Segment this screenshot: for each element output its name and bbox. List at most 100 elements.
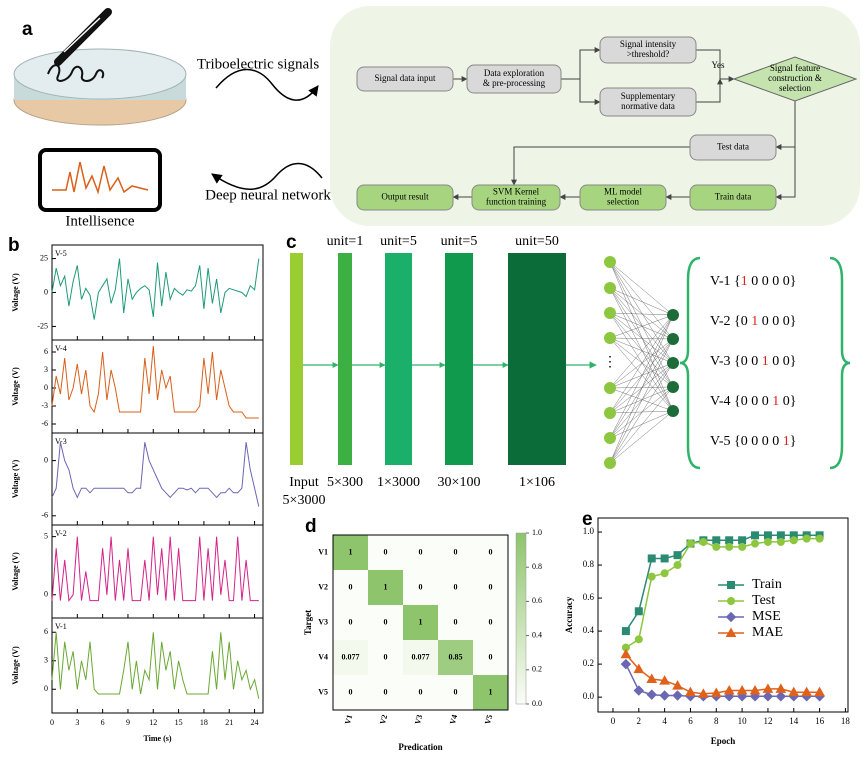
connection <box>609 261 674 388</box>
marker <box>815 534 824 543</box>
flow-node <box>466 64 562 94</box>
flow-text: ML model <box>604 187 642 197</box>
input-node <box>604 332 616 344</box>
y-tick-label: 3 <box>44 656 48 665</box>
marker <box>685 686 696 697</box>
marker <box>634 635 643 644</box>
hidden-layer <box>508 253 566 465</box>
connection <box>609 386 674 464</box>
code-part: 0 0 0 0} <box>748 274 797 289</box>
marker <box>710 687 722 698</box>
ellipsis: ⋮ <box>603 355 617 370</box>
input-node <box>604 457 616 469</box>
connection <box>609 312 674 364</box>
line-chart: 0 5 Voltage (V) V-2 <box>11 524 264 619</box>
marker <box>712 542 721 551</box>
connection <box>609 337 674 412</box>
cell-label: 1 <box>489 687 493 696</box>
panel-letter: d <box>305 516 317 537</box>
marker <box>686 539 695 548</box>
connection <box>609 312 674 388</box>
connection <box>609 338 674 414</box>
heatmap-cell <box>473 535 508 570</box>
colorbar-label: 0.2 <box>532 665 542 674</box>
marker <box>814 686 825 697</box>
output-code: V-2 {0 1 0 0 0} <box>710 314 796 329</box>
unit-label: unit=5 <box>380 234 417 249</box>
flow-node <box>356 66 454 92</box>
code-part: 0} <box>779 394 796 409</box>
cell-label: 0 <box>384 547 388 556</box>
y-tick-label: V2 <box>318 582 328 591</box>
x-tick-label: 0 <box>611 716 616 726</box>
y-tick-label: -25 <box>37 321 48 330</box>
flow-text: Output result <box>381 192 429 202</box>
y-tick-label: 0.8 <box>583 559 595 569</box>
flow-arrow <box>511 146 690 186</box>
connection <box>609 287 674 340</box>
heatmap-cell <box>368 605 403 640</box>
x-tick-label: 24 <box>251 718 259 727</box>
device-illustration <box>13 6 860 226</box>
cell-label: 0 <box>349 617 353 626</box>
x-tick-label: V2 <box>378 714 389 726</box>
hidden-layer <box>385 253 412 465</box>
output-node <box>667 333 679 345</box>
flow-decision <box>732 56 858 102</box>
x-tick-label: V5 <box>483 714 494 726</box>
marker <box>633 685 645 696</box>
marker <box>620 658 632 670</box>
series-line <box>51 632 260 699</box>
input-node <box>604 256 616 268</box>
marker <box>738 536 747 545</box>
heatmap-cell <box>473 640 508 675</box>
connection <box>609 362 674 464</box>
series-line <box>625 663 820 698</box>
input-node <box>604 307 616 319</box>
connection <box>609 314 674 439</box>
marker <box>762 691 774 702</box>
legend-label: MAE <box>752 625 783 640</box>
connection <box>609 261 674 412</box>
code-part: 1 <box>741 274 748 289</box>
marker <box>647 554 656 563</box>
connection <box>609 261 674 340</box>
x-tick-label: V4 <box>448 714 459 726</box>
marker <box>725 536 734 545</box>
colorbar-label: 0.8 <box>532 562 542 571</box>
colorbar-label: 0.0 <box>532 699 542 708</box>
marker <box>775 683 787 693</box>
output-node <box>667 381 679 393</box>
x-tick-label: 16 <box>815 716 825 726</box>
marker <box>620 648 632 659</box>
connection <box>609 314 674 464</box>
output-node <box>667 357 679 369</box>
connection <box>609 337 674 388</box>
y-axis-label: Voltage (V) <box>11 273 20 312</box>
marker <box>646 673 658 683</box>
x-tick-label: V1 <box>343 714 354 726</box>
series-line <box>51 258 260 320</box>
marker <box>738 542 747 551</box>
heatmap-cell <box>473 605 508 640</box>
connection <box>609 410 674 464</box>
y-tick-label: V4 <box>318 652 328 661</box>
connection <box>609 410 674 439</box>
y-axis-label: Target <box>303 610 313 635</box>
flow-node <box>579 184 667 211</box>
line-chart: 0.0 0.2 0.4 0.6 0.8 1.0 0 2 4 6 8 10 12 14 16 18 Epoch Ac… <box>564 517 850 746</box>
connection <box>609 387 674 412</box>
marker <box>723 685 735 695</box>
connection <box>609 312 674 340</box>
input-node <box>604 282 616 294</box>
panel-letter: c <box>286 232 297 253</box>
connection <box>609 386 674 389</box>
marker <box>762 683 774 693</box>
marker <box>788 686 800 697</box>
flow-arrow <box>579 79 601 105</box>
series-label: V-4 <box>55 344 67 353</box>
series-label: V-3 <box>55 437 67 446</box>
cell-label: 0.077 <box>412 652 430 661</box>
cell-label: 0 <box>384 652 388 661</box>
cell-label: 1 <box>349 547 353 556</box>
